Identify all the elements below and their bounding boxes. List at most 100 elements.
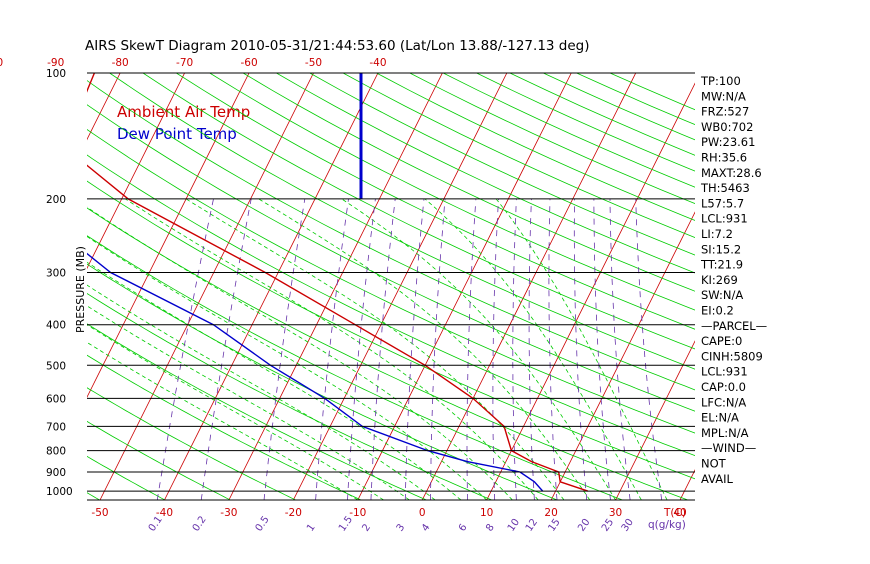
sounding-index-label: EI:0.2: [701, 304, 734, 318]
sounding-index-label: EL:N/A: [701, 411, 739, 425]
bottom-temp-tick-label: 0: [419, 507, 426, 519]
mixing-ratio-line: [636, 199, 662, 500]
sounding-index-label: TT:21.9: [700, 258, 743, 272]
moist-adiabat-line: [75, 199, 513, 500]
bottom-temp-tick-label: 30: [609, 507, 622, 519]
sounding-index-label: —PARCEL—: [701, 319, 767, 333]
moist-adiabat-line: [259, 199, 590, 500]
mixing-ratio-label: 8: [484, 522, 497, 534]
isotherm-line: [229, 73, 443, 500]
dry-adiabat-line: [343, 73, 870, 500]
mixing-ratio-label: 4: [420, 522, 433, 534]
pressure-tick-label: 300: [46, 268, 66, 280]
top-temp-tick-label: -40: [369, 57, 386, 69]
dry-adiabat-line: [0, 73, 34, 500]
pressure-tick-label: 100: [46, 68, 66, 80]
isotherm-line: [809, 73, 870, 500]
top-temp-tick-label: -70: [176, 57, 193, 69]
isotherm-line: [293, 73, 507, 500]
dry-adiabat-line: [243, 73, 870, 500]
y-axis-label: PRESSURE (MB): [74, 246, 87, 333]
top-temp-tick-label: -50: [305, 57, 322, 69]
sounding-index-label: MAXT:28.6: [701, 166, 762, 180]
mixing-ratio-label: 0.2: [191, 514, 209, 533]
sounding-index-label: FRZ:527: [701, 105, 749, 119]
pressure-tick-label: 700: [46, 421, 66, 433]
dry-adiabat-line: [0, 73, 753, 500]
sounding-index-label: TP:100: [700, 74, 741, 88]
isotherm-line: [0, 73, 56, 500]
mixing-ratio-label: 15: [546, 517, 562, 534]
mixing-ratio-label: 2: [360, 522, 373, 534]
mixing-ratio-label: 10: [506, 517, 522, 534]
dry-adiabat-line: [477, 73, 870, 500]
sounding-index-label: —WIND—: [701, 441, 756, 455]
sounding-index-label: LI:7.2: [701, 227, 733, 241]
bottom-temp-tick-label: -50: [91, 507, 108, 519]
mixing-ratio-label: 30: [620, 517, 636, 534]
sounding-index-label: L57:5.7: [701, 196, 744, 210]
mixing-ratio-label: 20: [576, 517, 592, 534]
pressure-tick-label: 500: [46, 360, 66, 372]
isotherm-line: [487, 73, 701, 500]
mixing-ratio-label: 3: [395, 522, 408, 534]
mixing-ratio-line: [529, 199, 534, 500]
mixing-ratio-label: 6: [457, 522, 470, 534]
sounding-index-label: WB0:702: [701, 120, 753, 134]
sounding-index-label: SW:N/A: [701, 288, 743, 302]
sounding-index-label: KI:269: [701, 273, 738, 287]
legend-air-temp: Ambient Air Temp: [117, 103, 250, 121]
pressure-tick-label: 600: [46, 393, 66, 405]
mixing-ratio-label: 1: [305, 522, 318, 534]
mixing-ratio-line: [610, 199, 630, 500]
moist-adiabat-line: [496, 199, 667, 500]
bottom-temp-tick-label: 10: [480, 507, 493, 519]
sounding-index-label: LCL:931: [701, 365, 748, 379]
isotherm-line: [0, 73, 120, 500]
bottom-temp-tick-label: 20: [544, 507, 557, 519]
mixing-ratio-line: [467, 199, 476, 500]
dry-adiabat-line: [276, 73, 870, 500]
top-temp-tick-label: -100: [0, 57, 3, 69]
moist-adiabat-line: [186, 199, 564, 500]
pressure-tick-label: 200: [46, 194, 66, 206]
sounding-index-label: PW:23.61: [701, 135, 755, 149]
mixing-ratio-line: [157, 199, 213, 500]
pressure-tick-label: 1000: [46, 486, 73, 498]
sounding-index-label: RH:35.6: [701, 151, 747, 165]
sounding-index-label: LCL:931: [701, 212, 748, 226]
sounding-index-label: CINH:5809: [701, 349, 763, 363]
mixing-ratio-line: [201, 199, 251, 500]
dry-adiabat-line: [510, 73, 870, 500]
mixing-ratio-label: 12: [524, 517, 540, 534]
mixing-ratio-label: 25: [600, 517, 616, 534]
sounding-index-label: LFC:N/A: [701, 395, 746, 409]
sounding-index-label: MW:N/A: [701, 89, 746, 103]
chart-title: AIRS SkewT Diagram 2010-05-31/21:44:53.6…: [85, 38, 590, 54]
sounding-index-label: CAP:0.0: [701, 380, 746, 394]
bottom-temp-tick-label: -20: [285, 507, 302, 519]
top-temp-tick-label: -90: [47, 57, 64, 69]
bottom-temp-tick-label: -30: [220, 507, 237, 519]
dry-adiabat-line: [176, 73, 870, 500]
mixing-ratio-unit: q(g/kg): [648, 519, 686, 531]
bottom-temp-unit: T(C): [663, 507, 686, 519]
mixing-ratio-line: [371, 199, 395, 500]
sounding-index-label: AVAIL: [701, 472, 734, 486]
sounding-index-label: MPL:N/A: [701, 426, 749, 440]
sounding-index-label: TH:5463: [700, 181, 750, 195]
top-temp-tick-label: -80: [112, 57, 129, 69]
sounding-index-label: NOT: [701, 457, 727, 471]
isotherm-line: [744, 73, 870, 500]
top-temp-tick-label: -60: [240, 57, 257, 69]
dry-adiabat-line: [410, 73, 870, 500]
mixing-ratio-line: [594, 199, 611, 500]
sounding-index-label: CAPE:0: [701, 334, 742, 348]
pressure-tick-label: 900: [46, 467, 66, 479]
pressure-tick-label: 400: [46, 320, 66, 332]
pressure-tick-label: 800: [46, 446, 66, 458]
bottom-temp-tick-label: -10: [349, 507, 366, 519]
mixing-ratio-line: [513, 199, 517, 500]
